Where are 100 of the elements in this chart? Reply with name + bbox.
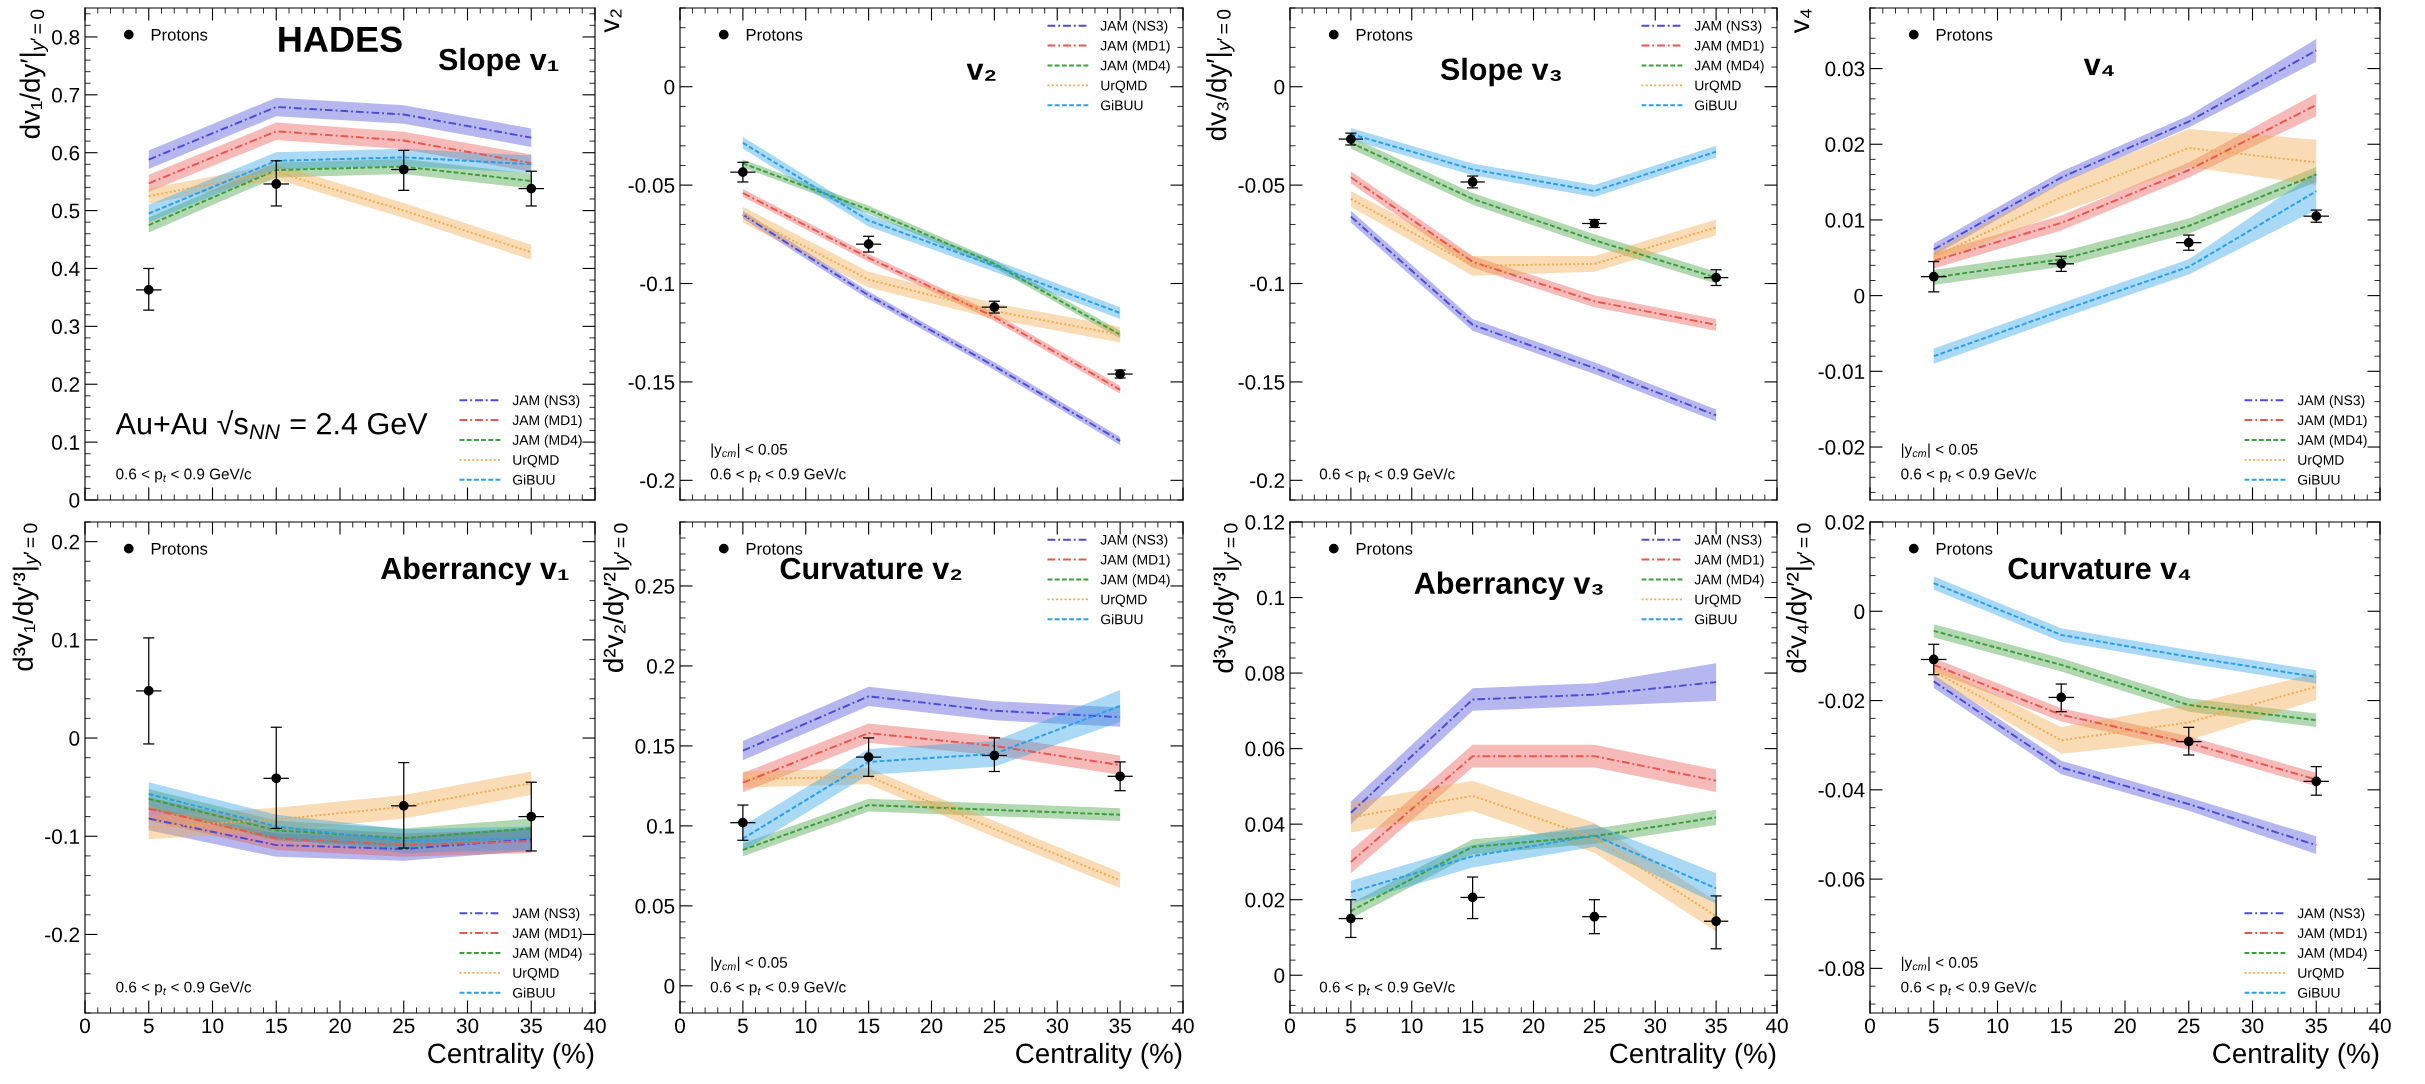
y-tick-label: 0 [69,731,80,746]
legend-label: JAM (MD1) [1694,554,1764,568]
x-tick-label: 25 [393,1018,415,1034]
legend-label: JAM (NS3) [1100,534,1168,548]
y-axis-title: dv₁/dy′|$_{y′=0}$ [19,9,49,139]
legend-label: JAM (MD1) [1100,554,1170,568]
y-tick-label: 0.4 [51,261,80,277]
legend-label: JAM (MD4) [1100,60,1170,74]
x-tick-label: 40 [2368,1018,2391,1034]
y-tick-label: 0.1 [1256,590,1285,606]
y-axis-title: d²v₂/dy′²|$_{y′=0}$ [602,523,632,672]
line-series [741,704,1122,840]
x-tick-label: 0 [1285,1018,1295,1034]
legend-label: JAM (NS3) [512,907,580,921]
y-tick-label: 0 [69,493,80,508]
text: Slope v₁ [438,47,559,77]
legend-label: GiBUU [512,474,555,485]
x-tick-label: 35 [1705,1018,1727,1034]
y-tick-label: 0 [1854,604,1865,620]
x-tick-label: 25 [2178,1018,2200,1034]
legend-label: JAM (MD4) [1694,60,1764,74]
text: Aberrancy v₃ [1414,571,1603,601]
legend-label: Protons [1936,543,1993,555]
line-series [147,807,533,847]
point [863,752,874,762]
y-tick-label: -0.15 [628,374,675,390]
point [398,164,409,175]
x-tick-label: 40 [1765,1018,1788,1034]
y-tick-label: 0.1 [51,435,80,450]
text: v₄ [2083,58,2114,76]
x-tick-label: 15 [2051,1018,2072,1034]
y-tick-label: 0.01 [1825,212,1865,228]
legend-label: JAM (MD1) [2297,927,2367,941]
y-tick-label: -0.2 [45,927,80,943]
y-tick-label: 0.7 [51,87,80,103]
point [989,750,1000,761]
line-series [147,817,533,850]
y-tick-label: -0.1 [1250,276,1285,292]
x-tick-label: 15 [266,1018,287,1034]
point [1928,271,1939,282]
y-tick-label: -0.08 [1818,961,1865,977]
x-tick-label: 10 [795,1018,817,1034]
legend-label: UrQMD [513,455,559,468]
x-axis-title: Centrality (%) [1610,1042,1776,1069]
y-axis-title: d³v₃/dy′³|$_{y′=0}$ [1212,523,1242,673]
point [1346,913,1356,924]
y-tick-label: 0 [1274,79,1285,95]
point [1115,771,1125,782]
legend-label: JAM (MD4) [2297,434,2367,448]
x-tick-label: 5 [1345,1018,1356,1034]
legend-label: JAM (NS3) [2297,907,2365,921]
x-tick-label: 30 [2241,1018,2264,1034]
y-tick-label: 0.2 [51,377,80,392]
point [2311,776,2322,787]
point [863,239,874,250]
legend-label: Protons [151,543,208,555]
line-series [1349,681,1718,814]
legend-label: GiBUU [512,987,555,998]
y-tick-label: -0.04 [1818,782,1865,798]
point [526,811,537,822]
x-tick-label: 20 [920,1018,943,1034]
x-tick-label: 0 [80,1018,90,1034]
x-tick-label: 20 [329,1018,351,1034]
legend-label: JAM (MD4) [1694,574,1764,588]
line-series [1349,834,1718,894]
y-tick-label: 0.08 [1245,666,1285,681]
legend-label: JAM (NS3) [512,394,580,408]
line-series [741,695,1122,752]
legend-label: Protons [746,543,803,555]
y-tick-label: 0.1 [51,632,80,648]
annotation: 0.6 < p$_{t}$ < 0.9 GeV/c [1319,981,1455,996]
point [738,167,748,177]
legend-label: JAM (NS3) [1694,20,1762,34]
y-tick-label: -0.2 [1250,473,1285,489]
legend-label: JAM (MD1) [1100,40,1170,54]
legend-label: JAM (MD4) [512,947,582,961]
x-tick-label: 30 [1644,1018,1667,1034]
x-tick-label: 5 [143,1018,154,1034]
point [1711,272,1721,283]
text: v₂ [966,63,996,81]
y-tick-label: -0.01 [1818,364,1865,380]
legend-label: Protons [151,29,208,41]
y-tick-label: -0.15 [1238,374,1285,390]
text: Slope v₃ [1440,57,1561,87]
annotation: 0.6 < p$_{t}$ < 0.9 GeV/c [1901,468,2037,483]
legend-label: JAM (MD1) [512,414,582,428]
legend-label: JAM (NS3) [2297,394,2365,408]
point [398,800,409,811]
x-tick-label: 0 [675,1018,685,1034]
annotation: Au+Au √s$_{NN}$ = 2.4 GeV [115,410,428,440]
y-axis-title: dv₃/dy′|$_{y′=0}$ [1205,9,1235,141]
annotation: 0.6 < p$_{t}$ < 0.9 GeV/c [1901,981,2037,996]
x-tick-label: 30 [456,1018,479,1034]
legend-label: GiBUU [2297,474,2340,485]
x-tick-label: 5 [737,1018,748,1034]
x-tick-label: 25 [983,1018,1006,1034]
point [143,285,154,295]
y-tick-label: -0.05 [1238,178,1285,193]
legend-label: GiBUU [1100,100,1143,111]
legend-label: Protons [1936,29,1993,41]
